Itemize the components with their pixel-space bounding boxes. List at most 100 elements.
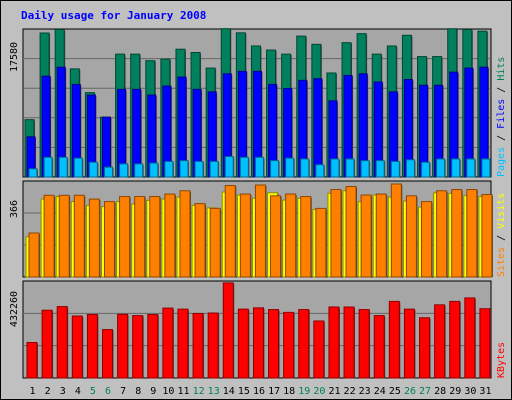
x-tick-label-day-12: 12 — [193, 386, 205, 397]
legend-/: / — [496, 129, 507, 147]
bar-pages-day-28 — [436, 158, 446, 178]
bar-pages-day-30 — [466, 158, 476, 178]
panel-visits-sites: 366 Sites / Visits — [9, 180, 507, 278]
bar-kbytes-day-18 — [283, 311, 295, 379]
x-tick-label-day-17: 17 — [268, 386, 280, 397]
bar-kbytes-day-30 — [464, 297, 476, 379]
bar-sites-day-29 — [451, 189, 463, 278]
x-tick-label-day-28: 28 — [434, 386, 446, 397]
bar-pages-day-8 — [134, 163, 144, 178]
bar-kbytes-day-27 — [419, 317, 431, 379]
x-tick-label-day-20: 20 — [313, 386, 325, 397]
bar-kbytes-day-7 — [117, 313, 129, 379]
bar-sites-day-30 — [466, 189, 478, 278]
bar-sites-day-13 — [209, 207, 221, 278]
x-tick-label-day-30: 30 — [464, 386, 476, 397]
bar-sites-day-1 — [28, 232, 40, 278]
bar-sites-day-8 — [134, 196, 146, 278]
bar-sites-day-28 — [436, 190, 448, 278]
bar-pages-day-9 — [149, 162, 159, 178]
bar-pages-day-26 — [405, 159, 415, 178]
bar-pages-day-2 — [43, 156, 53, 178]
legend-kbytes: KBytes — [496, 342, 507, 378]
bar-sites-day-14 — [224, 185, 236, 278]
bar-pages-day-10 — [164, 160, 174, 178]
bar-kbytes-day-29 — [449, 300, 461, 379]
x-tick-label-day-25: 25 — [389, 386, 401, 397]
bar-sites-day-7 — [119, 196, 131, 278]
bar-sites-day-16 — [254, 184, 266, 278]
bar-kbytes-day-25 — [388, 300, 400, 379]
bar-kbytes-day-4 — [71, 315, 83, 379]
bar-sites-day-11 — [179, 190, 191, 278]
bar-pages-day-3 — [58, 156, 68, 178]
x-tick-label-day-11: 11 — [177, 386, 189, 397]
x-tick-label-day-7: 7 — [120, 386, 126, 397]
x-tick-label-day-5: 5 — [90, 386, 96, 397]
x-tick-label-day-18: 18 — [283, 386, 295, 397]
bar-files-day-20 — [313, 78, 323, 178]
x-tick-label-day-10: 10 — [162, 386, 174, 397]
bar-kbytes-day-8 — [132, 315, 144, 379]
bar-kbytes-day-12 — [192, 312, 204, 379]
bar-pages-day-31 — [481, 158, 491, 178]
bar-kbytes-day-22 — [343, 306, 355, 379]
bar-kbytes-day-9 — [147, 314, 159, 379]
bar-kbytes-day-10 — [162, 307, 174, 379]
x-tick-label-day-6: 6 — [105, 386, 111, 397]
bar-pages-day-24 — [375, 160, 385, 178]
legend-files: Files — [496, 99, 507, 129]
bar-sites-day-20 — [315, 207, 327, 278]
bar-kbytes-day-5 — [86, 314, 98, 379]
legend-visits: Visits — [496, 193, 507, 229]
bar-sites-day-31 — [481, 194, 493, 278]
bar-pages-day-21 — [330, 158, 340, 178]
bar-kbytes-day-28 — [434, 304, 446, 379]
bar-pages-day-25 — [390, 160, 400, 178]
bar-sites-day-4 — [73, 194, 85, 278]
chart-title: Daily usage for January 2008 — [21, 9, 206, 22]
x-tick-label-day-19: 19 — [298, 386, 310, 397]
x-tick-label-day-1: 1 — [30, 386, 36, 397]
x-tick-label-day-4: 4 — [75, 386, 81, 397]
bar-kbytes-day-11 — [177, 308, 189, 379]
x-tick-label-day-23: 23 — [359, 386, 371, 397]
bar-kbytes-day-17 — [268, 309, 280, 379]
x-tick-label-day-24: 24 — [374, 386, 386, 397]
bar-sites-day-23 — [360, 194, 372, 278]
bar-pages-day-16 — [254, 156, 264, 178]
legend: KBytes — [496, 342, 507, 378]
bar-pages-day-22 — [345, 158, 355, 178]
bar-kbytes-day-3 — [56, 306, 68, 379]
bar-sites-day-5 — [88, 198, 100, 278]
bar-sites-day-17 — [270, 195, 282, 278]
bar-pages-day-1 — [28, 168, 38, 178]
x-tick-label-day-27: 27 — [419, 386, 431, 397]
bar-kbytes-day-31 — [479, 308, 491, 379]
bar-pages-day-18 — [285, 157, 295, 178]
legend-/: / — [496, 81, 507, 99]
bar-sites-day-3 — [58, 194, 70, 278]
legend-pages: Pages — [496, 147, 507, 177]
bar-kbytes-day-19 — [298, 309, 310, 379]
bar-pages-day-20 — [315, 164, 325, 178]
bar-sites-day-15 — [239, 193, 251, 278]
bar-sites-day-9 — [149, 196, 161, 278]
x-tick-label-day-21: 21 — [328, 386, 340, 397]
bar-sites-day-25 — [390, 183, 402, 278]
bar-sites-day-6 — [103, 201, 115, 278]
bar-sites-day-19 — [300, 196, 312, 278]
x-tick-label-day-2: 2 — [45, 386, 51, 397]
bar-kbytes-day-24 — [373, 315, 385, 379]
bar-sites-day-2 — [43, 194, 55, 278]
bar-pages-day-14 — [224, 156, 234, 178]
bar-pages-day-13 — [209, 160, 219, 178]
x-tick-label-day-8: 8 — [135, 386, 141, 397]
x-tick-label-day-29: 29 — [449, 386, 461, 397]
x-tick-label-day-15: 15 — [238, 386, 250, 397]
bar-pages-day-19 — [300, 158, 310, 178]
x-tick-label-day-31: 31 — [479, 386, 491, 397]
legend: Pages / Files / Hits — [496, 57, 507, 177]
